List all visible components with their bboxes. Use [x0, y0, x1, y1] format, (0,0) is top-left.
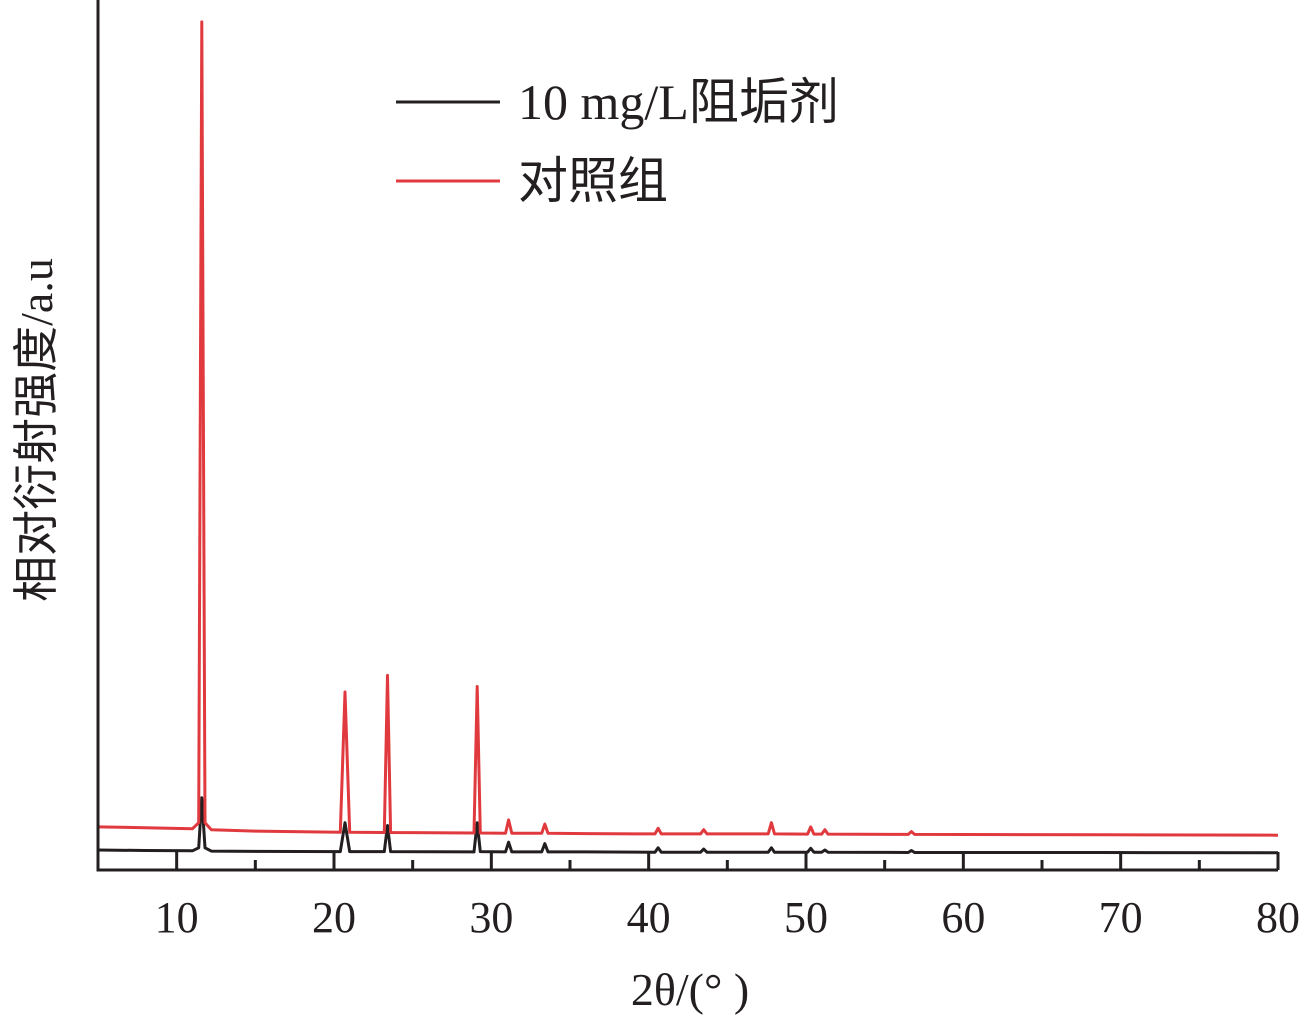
x-tick-label: 70: [1099, 893, 1143, 942]
legend-label-series-1: 10 mg/L阻垢剂: [518, 74, 839, 130]
x-axis-title: 2θ/(° ): [631, 964, 749, 1015]
x-tick-label: 40: [627, 893, 671, 942]
series-line-1: [97, 796, 1279, 855]
x-tick-label: 10: [155, 893, 199, 942]
x-tick-label: 20: [312, 893, 356, 942]
axes-layer: [96, 0, 1278, 872]
y-axis-title: 相对衍射强度/a.u: [11, 258, 62, 602]
series-layer: [97, 20, 1279, 855]
x-tick-label: 60: [941, 893, 985, 942]
x-tick-label: 80: [1256, 893, 1300, 942]
legend-label-series-2: 对照组: [518, 153, 668, 209]
plot-frame: [96, 0, 1278, 872]
x-tick-label: 50: [784, 893, 828, 942]
series-line-2: [97, 20, 1279, 837]
x-ticks: 10 20 30 40 50 60 70 80: [155, 852, 1300, 942]
legend: 10 mg/L阻垢剂 对照组: [396, 74, 839, 209]
x-tick-label: 30: [469, 893, 513, 942]
